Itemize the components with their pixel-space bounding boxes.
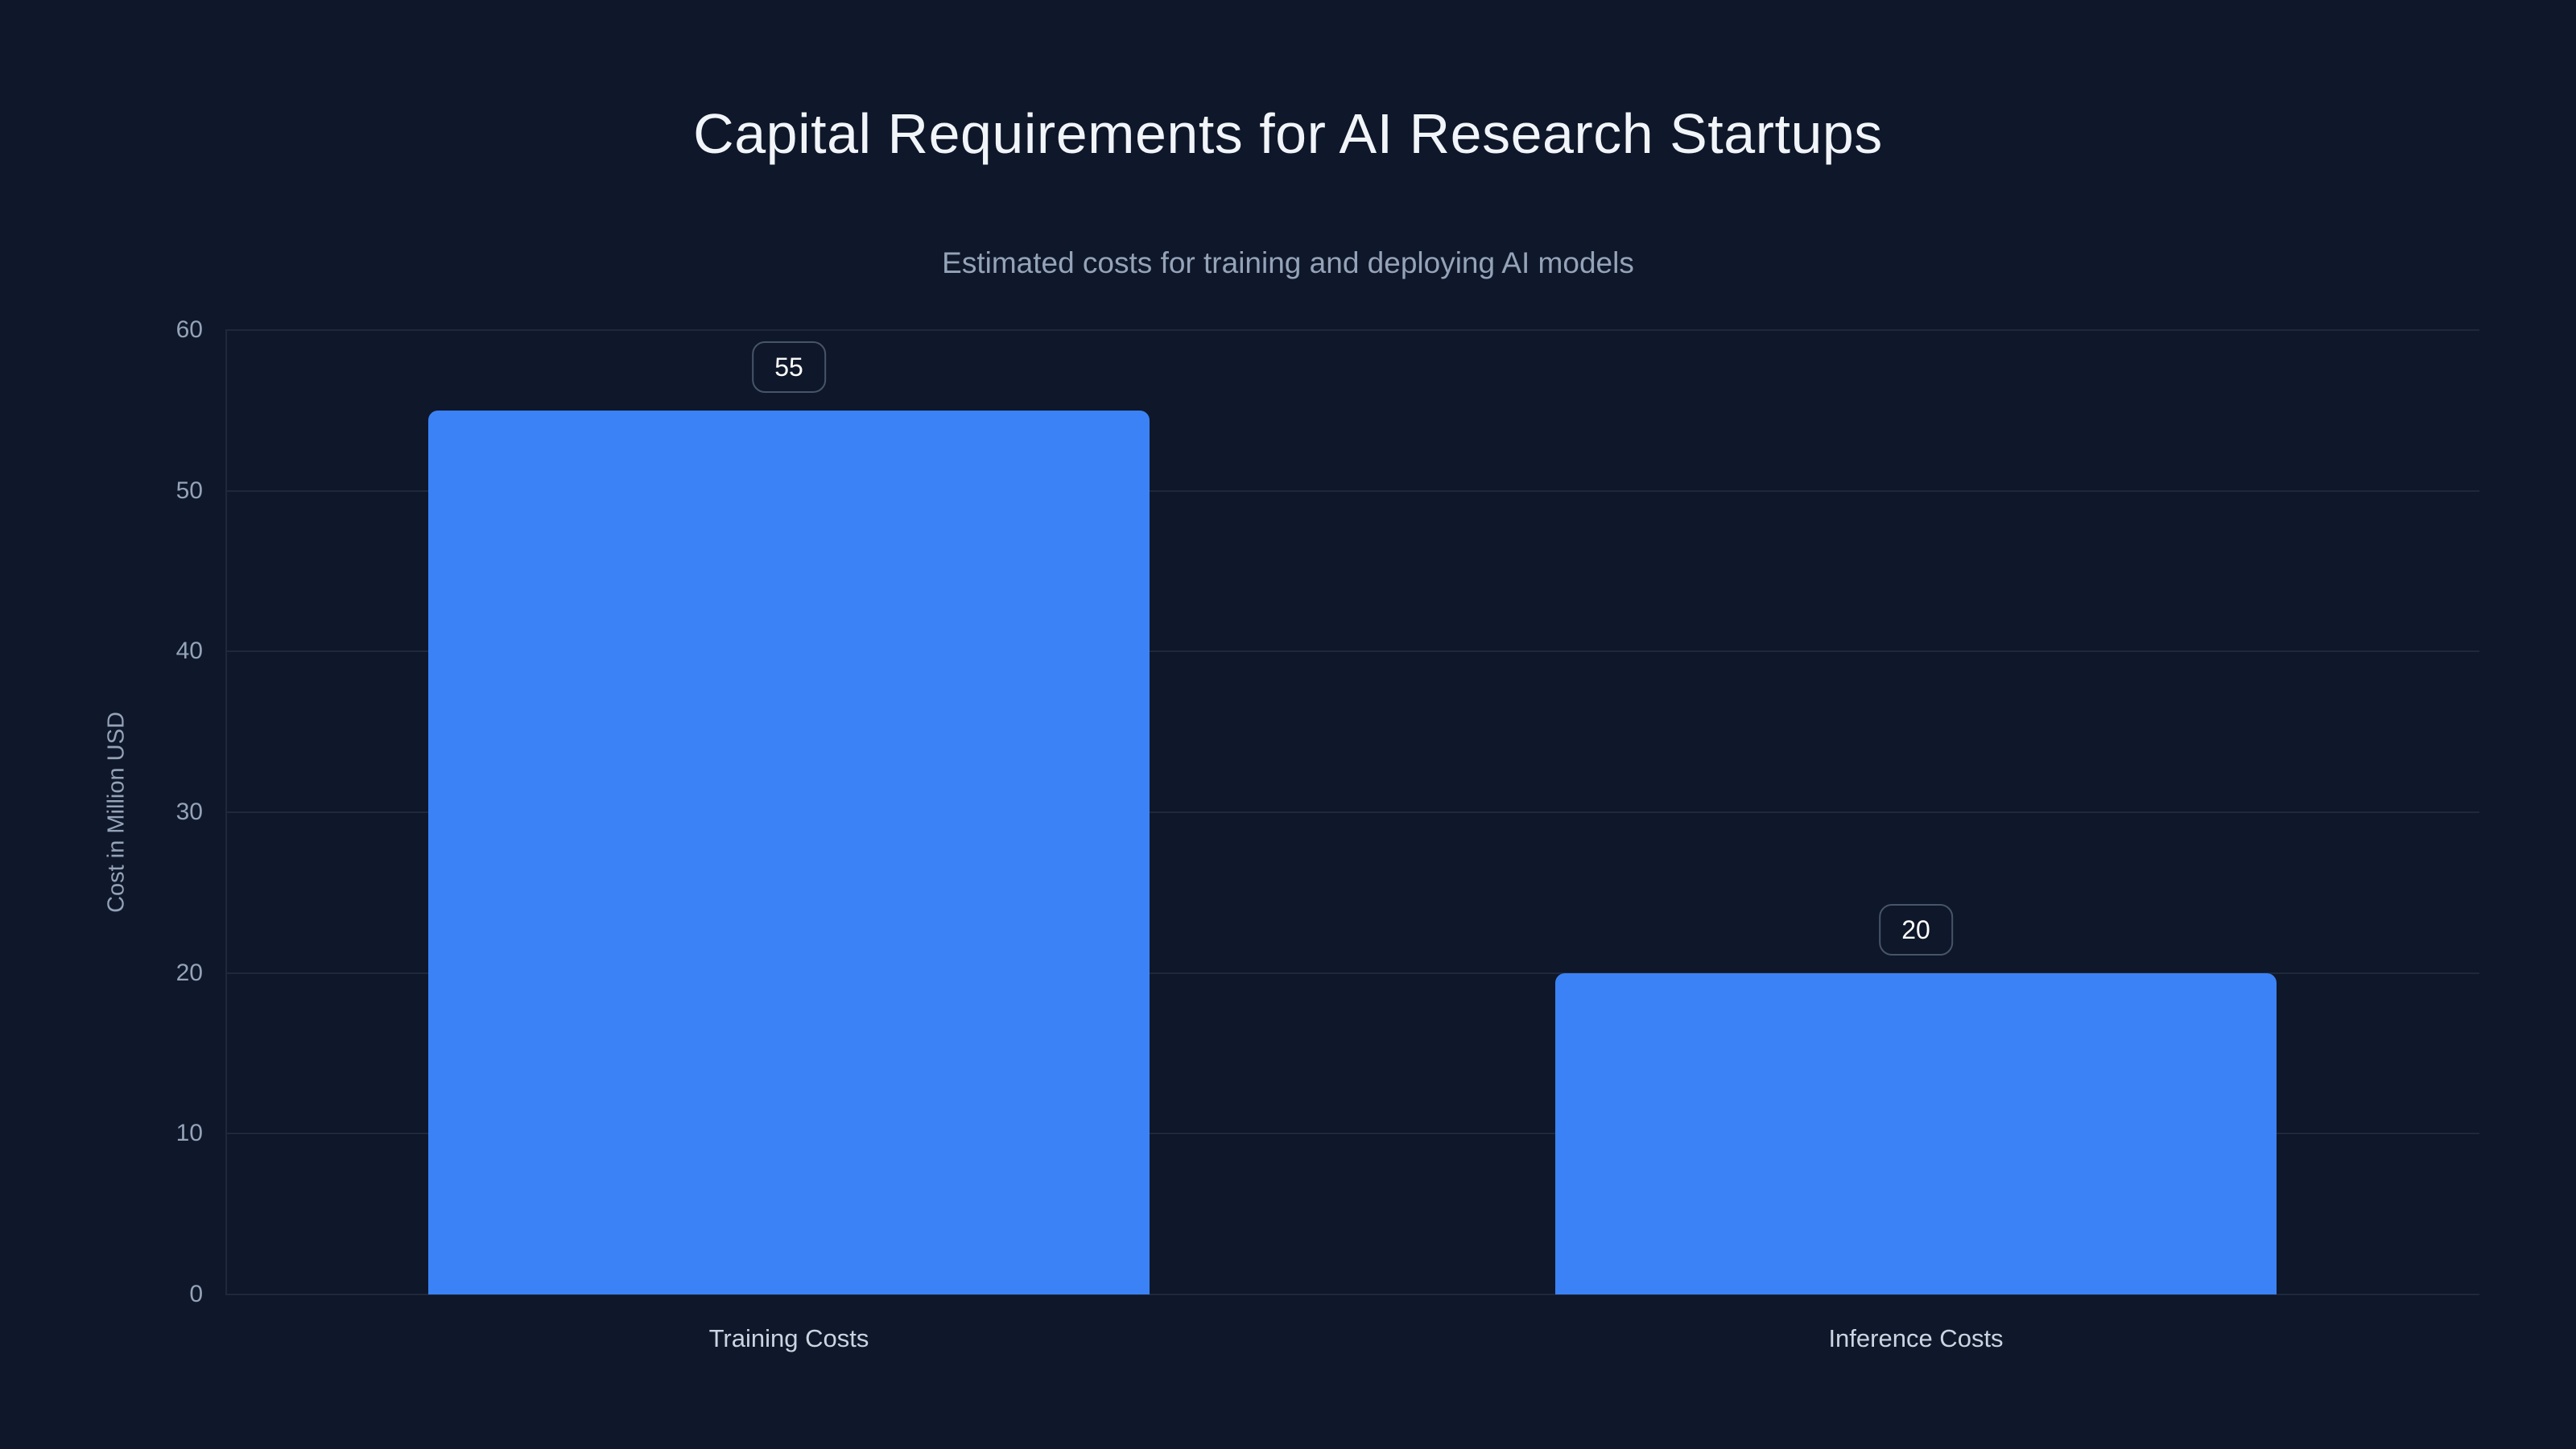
gridline xyxy=(225,811,2479,813)
value-badge: 20 xyxy=(1879,903,1953,956)
y-axis-tick-label: 40 xyxy=(175,638,203,665)
page-title: Capital Requirements for AI Research Sta… xyxy=(693,102,1883,165)
bar-training-costs[interactable] xyxy=(428,410,1150,1294)
y-axis-tick-label: 10 xyxy=(175,1120,203,1147)
y-axis-tick-label: 0 xyxy=(189,1281,203,1307)
y-axis-tick-label: 60 xyxy=(175,316,203,343)
gridline xyxy=(225,1294,2479,1295)
x-axis-category-label: Training Costs xyxy=(708,1324,869,1352)
gridline xyxy=(225,650,2479,653)
gridline xyxy=(225,1133,2479,1135)
gridline xyxy=(225,972,2479,974)
y-axis-tick-label: 20 xyxy=(175,959,203,986)
bar-inference-costs[interactable] xyxy=(1555,972,2277,1294)
gridline xyxy=(225,329,2479,331)
gridline xyxy=(225,489,2479,492)
value-badge: 55 xyxy=(752,341,826,393)
y-axis-line xyxy=(225,330,227,1294)
y-axis-tick-label: 50 xyxy=(175,477,203,504)
chart-subtitle: Estimated costs for training and deployi… xyxy=(942,246,1634,279)
x-axis-category-label: Inference Costs xyxy=(1828,1324,2004,1352)
y-axis-tick-label: 30 xyxy=(175,799,203,825)
